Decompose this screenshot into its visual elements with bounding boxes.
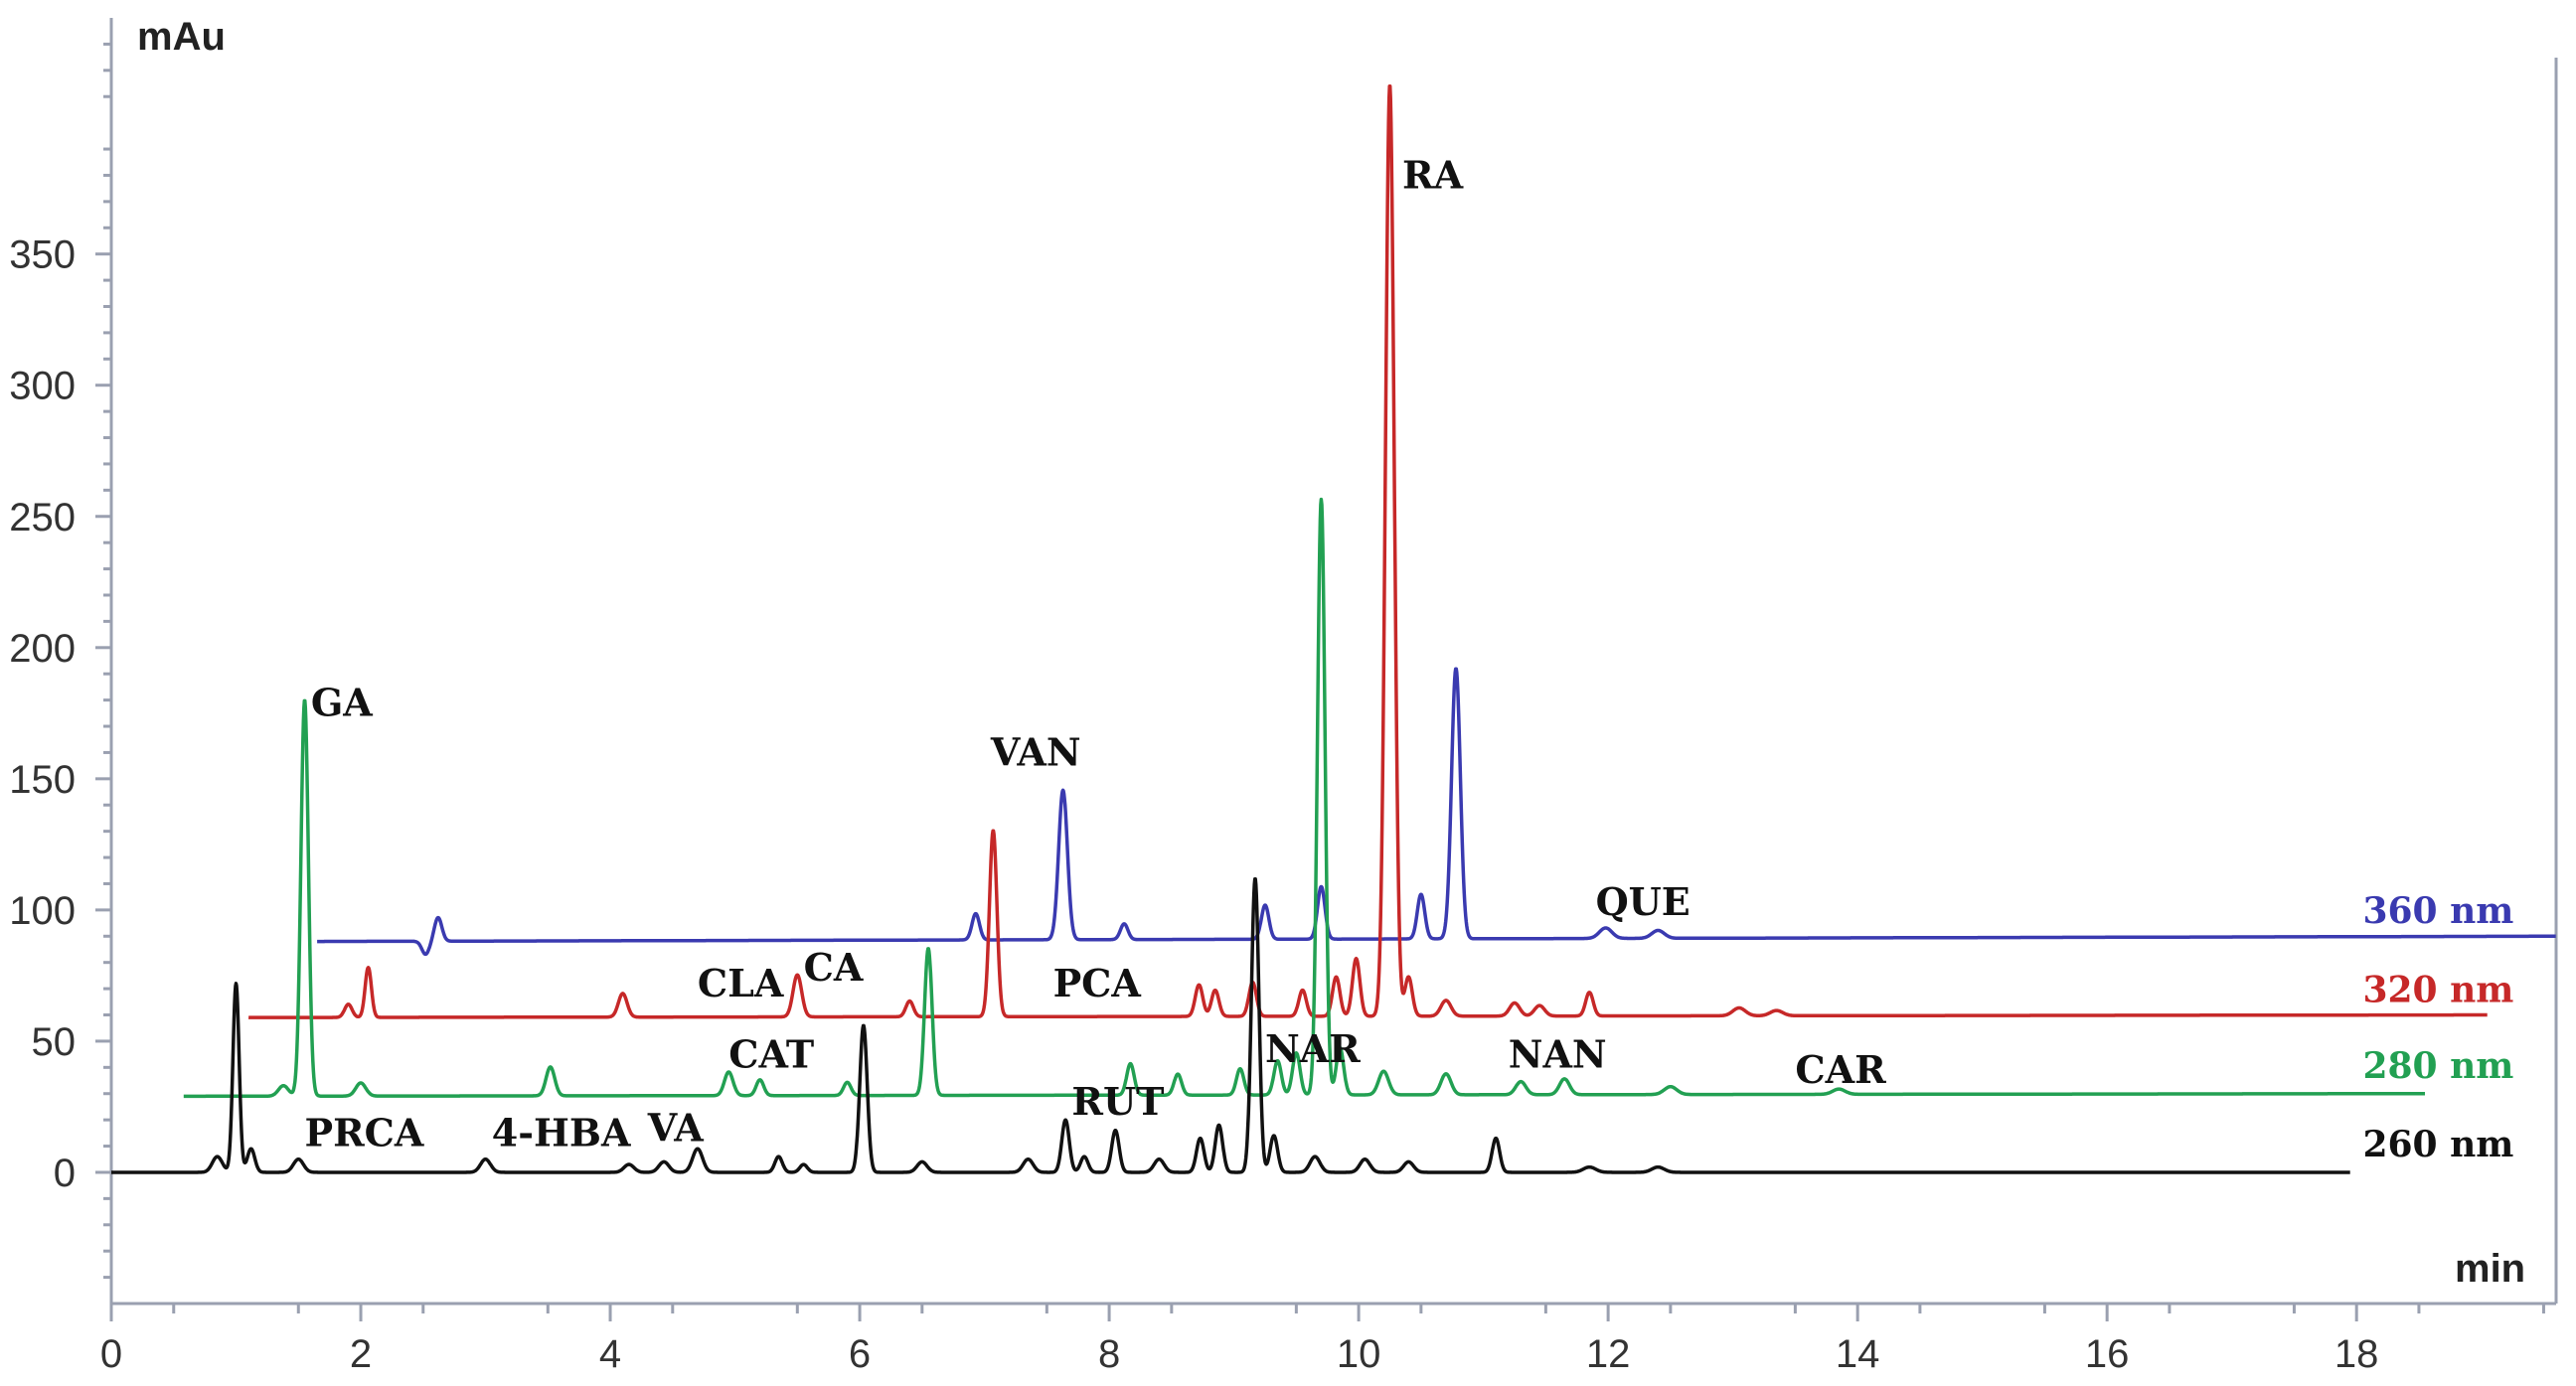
x-axis-label: min xyxy=(2455,1247,2525,1291)
traces xyxy=(109,84,2557,1174)
peak-label: NAN xyxy=(1509,1031,1607,1076)
peak-label: CA xyxy=(804,945,864,990)
trace-label: 260 nm xyxy=(2362,1124,2513,1165)
trace-320-nm xyxy=(246,84,2489,1019)
x-tick-label: 2 xyxy=(350,1332,372,1376)
x-tick-label: 8 xyxy=(1098,1332,1120,1376)
peak-label: RUT xyxy=(1071,1079,1164,1124)
trace-labels: 360 nm 320 nm 280 nm 260 nm xyxy=(2362,890,2513,1165)
y-tick-label: 350 xyxy=(9,233,76,277)
trace-260-nm xyxy=(109,877,2351,1174)
y-tick-label: 150 xyxy=(9,758,76,802)
y-tick-label: 100 xyxy=(9,889,76,933)
x-tick-label: 0 xyxy=(100,1332,122,1376)
x-tick-label: 12 xyxy=(1586,1332,1631,1376)
peak-label: GA xyxy=(311,680,373,724)
peak-label: VA xyxy=(647,1105,705,1150)
y-ticks: 0 50 100 150 200 250 300 350 xyxy=(9,42,111,1280)
x-tick-label: 18 xyxy=(2334,1332,2379,1376)
axes xyxy=(109,18,2558,1306)
peak-label: 4-HBA xyxy=(492,1111,631,1155)
peak-annotations: GA VAN RA QUE CLA CA PCA CAT NAR NAN CAR PRCA 4-HBA V… xyxy=(305,153,1887,1155)
y-tick-label: 50 xyxy=(32,1020,77,1064)
x-tick-label: 4 xyxy=(599,1332,621,1376)
peak-label: CLA xyxy=(698,961,784,1005)
peak-label: CAT xyxy=(728,1031,814,1076)
peak-label: PCA xyxy=(1053,961,1142,1005)
trace-label: 360 nm xyxy=(2362,890,2513,932)
x-tick-label: 16 xyxy=(2085,1332,2130,1376)
trace-360-nm xyxy=(315,667,2557,957)
peak-label: VAN xyxy=(990,730,1081,775)
y-tick-label: 0 xyxy=(54,1152,76,1195)
trace-label: 320 nm xyxy=(2362,969,2513,1010)
peak-label: QUE xyxy=(1596,879,1690,924)
trace-280-nm xyxy=(182,497,2427,1099)
x-tick-label: 6 xyxy=(849,1332,871,1376)
peak-label: PRCA xyxy=(305,1111,424,1155)
peak-label: RA xyxy=(1402,153,1464,198)
x-tick-label: 14 xyxy=(1836,1332,1880,1376)
x-ticks: 0 2 4 6 8 10 12 14 16 18 xyxy=(100,1304,2545,1376)
peak-label: NAR xyxy=(1265,1026,1361,1071)
y-tick-label: 250 xyxy=(9,496,76,539)
peak-label: CAR xyxy=(1795,1047,1886,1092)
x-tick-label: 10 xyxy=(1337,1332,1381,1376)
trace-label: 280 nm xyxy=(2362,1045,2513,1087)
y-tick-label: 200 xyxy=(9,627,76,671)
y-tick-label: 300 xyxy=(9,365,76,408)
y-axis-label: mAu xyxy=(137,15,226,59)
